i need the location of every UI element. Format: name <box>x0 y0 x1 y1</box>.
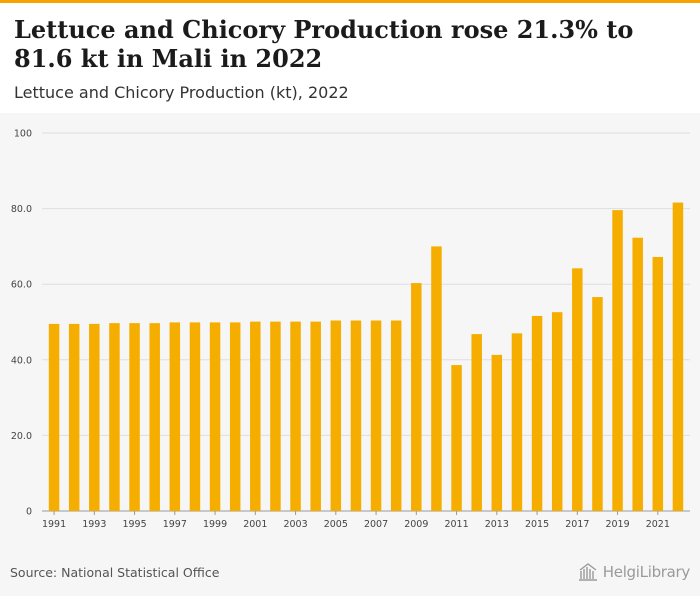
y-tick-label: 0 <box>26 507 32 518</box>
bar-2006 <box>350 320 362 511</box>
chart-footer: Source: National Statistical Office Helg… <box>0 560 700 596</box>
bar-1996 <box>149 323 160 511</box>
bar-2014 <box>511 333 523 511</box>
bar-2008 <box>390 320 402 511</box>
x-tick-label: 1997 <box>163 519 187 530</box>
y-tick-label: 100 <box>14 129 32 140</box>
x-tick-label: 1993 <box>82 519 106 530</box>
bar-1995 <box>129 323 140 511</box>
y-tick-label: 80.0 <box>11 204 32 215</box>
x-tick-label: 2005 <box>324 519 348 530</box>
x-tick-label: 2001 <box>243 519 267 530</box>
bar-1991 <box>48 323 60 511</box>
chart-title: Lettuce and Chicory Production rose 21.3… <box>14 15 634 73</box>
bar-2004 <box>310 321 321 511</box>
bar-1998 <box>189 322 201 511</box>
x-tick-label: 2019 <box>605 519 629 530</box>
bar-2007 <box>370 320 382 511</box>
x-tick-label: 2003 <box>283 519 307 530</box>
x-tick-label: 1995 <box>122 519 146 530</box>
bar-2002 <box>270 321 281 511</box>
bar-2010 <box>431 246 442 511</box>
bar-1997 <box>169 322 181 511</box>
bar-2000 <box>229 322 241 511</box>
logo-text: HelgiLibrary <box>602 563 691 581</box>
bar-2020 <box>632 237 643 511</box>
x-tick-label: 2013 <box>485 519 509 530</box>
library-building-icon <box>578 563 597 581</box>
bar-2017 <box>572 268 583 511</box>
x-tick-label: 1999 <box>203 519 227 530</box>
bar-2018 <box>592 297 603 511</box>
bar-2011 <box>451 365 462 511</box>
bar-2013 <box>491 354 503 511</box>
bar-2019 <box>612 210 623 512</box>
bar-1993 <box>89 323 100 511</box>
y-tick-label: 40.0 <box>11 355 32 366</box>
x-tick-label: 2021 <box>646 519 670 530</box>
bar-2012 <box>471 334 482 511</box>
bar-2009 <box>411 283 422 511</box>
bar-2022 <box>672 202 684 512</box>
bar-1992 <box>68 323 80 511</box>
x-tick-label: 2007 <box>364 519 388 530</box>
x-tick-label: 2015 <box>525 519 549 530</box>
chart-header: Lettuce and Chicory Production rose 21.3… <box>0 3 700 113</box>
x-tick-label: 1991 <box>42 519 66 530</box>
bar-2015 <box>531 315 543 511</box>
bar-1999 <box>209 322 221 511</box>
source-note: Source: National Statistical Office <box>10 565 220 580</box>
top-accent-bar <box>0 0 700 3</box>
x-tick-label: 2017 <box>565 519 589 530</box>
bar-2001 <box>250 321 261 511</box>
bar-2003 <box>290 321 301 511</box>
y-tick-label: 60.0 <box>11 280 32 291</box>
chart-subtitle: Lettuce and Chicory Production (kt), 202… <box>14 83 349 102</box>
bar-chart: 0 20.0 40.0 60.0 80.0 100 1991 1993 1995 1997 1999… <box>11 129 690 530</box>
bar-2016 <box>551 312 563 511</box>
bar-1994 <box>109 323 120 511</box>
bar-2005 <box>330 320 342 511</box>
y-tick-label: 20.0 <box>11 431 32 442</box>
x-tick-label: 2009 <box>404 519 428 530</box>
bar-2021 <box>652 256 664 511</box>
x-tick-label: 2011 <box>444 519 468 530</box>
helgi-library-logo: HelgiLibrary <box>577 562 690 582</box>
